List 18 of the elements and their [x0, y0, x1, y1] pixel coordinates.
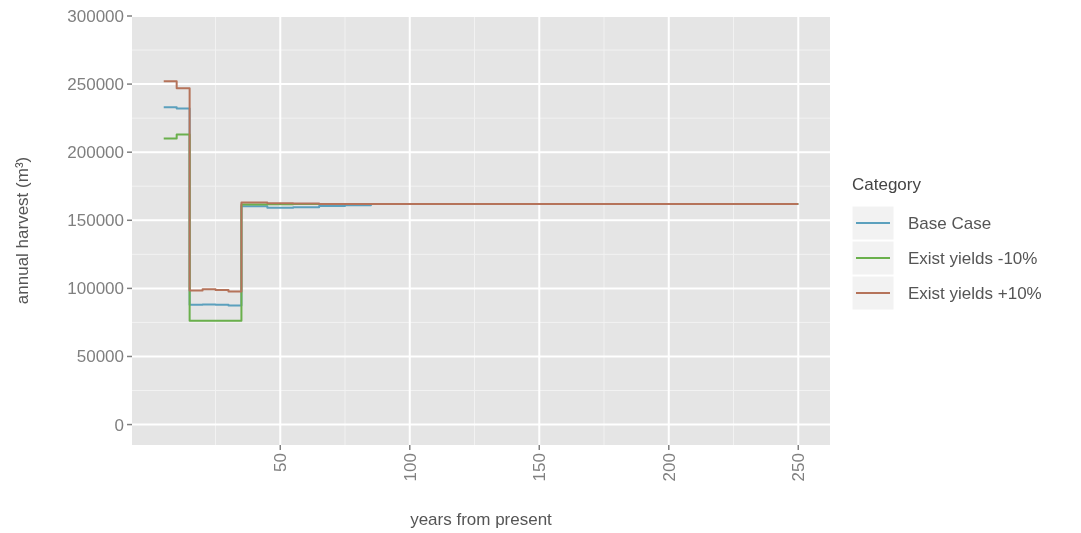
legend-label: Base Case: [908, 214, 992, 233]
y-tick-label: 250000: [67, 75, 124, 95]
y-tick-label: 300000: [67, 7, 124, 26]
legend-title: Category: [852, 175, 922, 194]
x-tick-label: 200: [659, 453, 679, 482]
y-tick-label: 0: [114, 415, 124, 435]
y-axis-title: annual harvest (m³): [13, 156, 32, 305]
x-tick-label: 150: [530, 453, 550, 482]
y-tick-label: 100000: [67, 279, 124, 299]
x-tick-label: 250: [789, 453, 809, 482]
legend-label: Exist yields +10%: [908, 284, 1042, 303]
y-tick-label: 200000: [67, 143, 124, 163]
x-tick-label: 50: [271, 453, 291, 472]
x-axis-title: years from present: [410, 510, 553, 529]
x-tick-label: 100: [400, 453, 420, 482]
y-tick-label: 150000: [67, 211, 124, 231]
y-tick-label: 50000: [76, 347, 124, 367]
legend-label: Exist yields -10%: [908, 249, 1038, 268]
